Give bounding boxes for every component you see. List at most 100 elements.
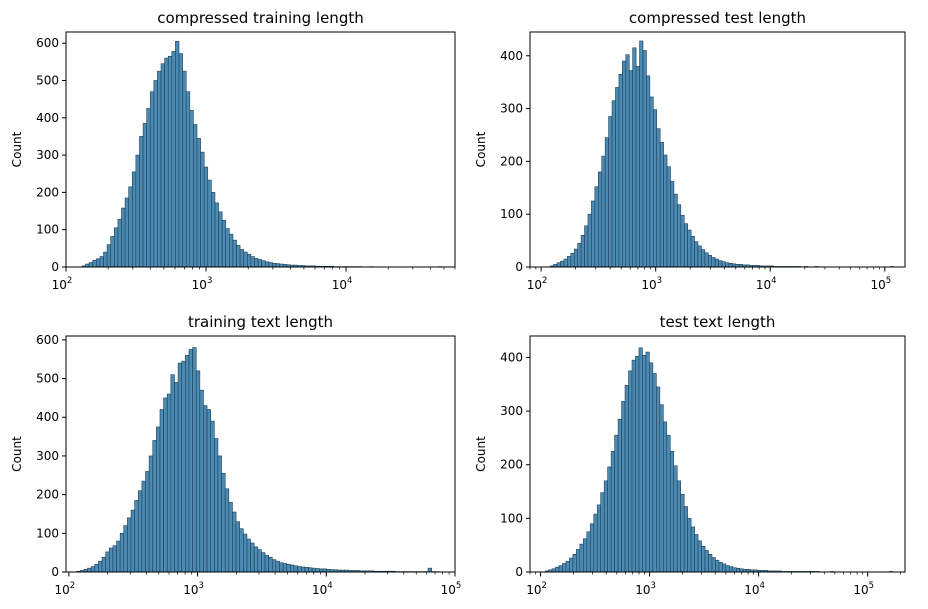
x-tick-label: 103	[183, 581, 204, 597]
y-tick-label: 200	[36, 488, 59, 502]
histogram-bar	[628, 370, 633, 573]
histogram-bar	[570, 252, 575, 268]
histogram-bar	[290, 564, 295, 573]
histogram-bar	[92, 259, 97, 268]
histogram-bar	[232, 239, 237, 268]
histogram-bar	[427, 567, 432, 573]
y-tick-label: 300	[36, 449, 59, 463]
histogram-bar	[583, 538, 588, 573]
x-tick-label: 104	[744, 581, 765, 597]
y-tick-label: 600	[36, 333, 59, 347]
histogram-bar	[680, 214, 685, 268]
y-tick-label: 200	[500, 154, 523, 168]
histogram-bar	[282, 563, 288, 573]
histogram-bar	[718, 562, 723, 573]
histogram-bar	[236, 245, 241, 268]
histogram-bar	[182, 70, 187, 268]
x-tick-label: 103	[192, 276, 213, 292]
histogram-bar	[572, 553, 577, 573]
histogram-bar	[185, 355, 190, 573]
histogram-bar	[625, 54, 630, 268]
histogram-bar	[141, 480, 146, 573]
histogram-bar	[268, 556, 273, 573]
histogram-bar	[704, 252, 709, 268]
histogram-bar	[225, 228, 230, 268]
histogram-bar	[163, 397, 168, 573]
histogram-bar	[711, 257, 716, 268]
histogram-bar	[142, 123, 147, 268]
histogram-bar	[600, 492, 605, 573]
y-tick-label: 500	[36, 372, 59, 386]
histogram-bar	[687, 229, 692, 268]
y-tick-label: 0	[515, 565, 523, 579]
histogram-bar	[134, 500, 139, 573]
histogram-bar	[160, 63, 165, 268]
histogram-bar	[707, 255, 713, 268]
histogram-bar	[106, 244, 112, 268]
histogram-bar	[149, 91, 155, 268]
x-tick-label: 103	[641, 276, 662, 292]
histogram-bar	[157, 70, 162, 268]
histogram-bar	[610, 451, 615, 573]
histogram-bar	[221, 220, 227, 268]
y-tick-label: 100	[36, 223, 59, 237]
histogram-bar	[250, 256, 255, 268]
histogram-bar	[246, 538, 251, 573]
histogram-bar	[159, 409, 164, 573]
y-tick-label: 200	[36, 185, 59, 199]
histogram-bar	[311, 567, 317, 573]
x-tick-label: 105	[853, 581, 874, 597]
histogram-bar	[130, 509, 135, 573]
histogram-bar	[175, 41, 180, 268]
histogram-bar	[725, 262, 730, 268]
histogram-bar	[243, 533, 248, 573]
histogram-bar	[181, 360, 186, 573]
histogram-bar	[286, 563, 291, 573]
histogram-bar	[210, 420, 215, 573]
y-tick-label: 400	[500, 350, 523, 364]
histogram-bar	[224, 488, 230, 573]
x-tick-label: 104	[312, 581, 333, 597]
axes-frame	[529, 31, 906, 268]
histogram-bar	[594, 186, 599, 268]
histogram-bar	[676, 480, 681, 573]
histogram-bar	[145, 471, 150, 573]
y-axis-label: Count	[10, 131, 24, 167]
y-tick-label: 300	[500, 102, 523, 116]
histogram-bar	[729, 566, 734, 573]
histogram-bar	[88, 262, 94, 268]
histogram-bar	[96, 258, 101, 268]
histogram-bar	[139, 136, 144, 268]
y-tick-label: 100	[500, 207, 523, 221]
histogram-bar	[123, 525, 128, 573]
x-tick-label: 102	[526, 581, 547, 597]
histogram-bar	[615, 87, 620, 268]
y-tick-label: 0	[51, 260, 59, 274]
histogram-bar	[156, 426, 161, 573]
histogram-bar	[662, 421, 668, 573]
histogram-bar	[239, 528, 244, 573]
histogram-bar	[728, 262, 733, 268]
x-tick-label: 105	[441, 581, 462, 597]
y-tick-label: 400	[500, 49, 523, 63]
histogram-bar	[275, 560, 280, 573]
subplot-2: compressed test length Count 0 100 200 300 400…	[474, 9, 906, 292]
histogram-bar	[649, 96, 654, 268]
histogram-bar	[721, 261, 726, 268]
histogram-bar	[257, 549, 262, 573]
histogram-bar	[656, 386, 661, 573]
histogram-bar	[646, 75, 651, 268]
histogram-bar	[687, 518, 692, 573]
histogram-bar	[611, 100, 616, 268]
histogram-bar	[631, 359, 636, 573]
histogram-bar	[279, 562, 284, 573]
histogram-bar	[127, 517, 132, 573]
histogram-bar	[642, 50, 647, 268]
histogram-bar	[297, 566, 302, 573]
y-axis-label: Count	[10, 436, 24, 472]
histogram-bar	[105, 551, 110, 573]
histogram-bar	[192, 347, 197, 573]
histogram-bar	[567, 256, 572, 268]
y-tick-label: 100	[36, 526, 59, 540]
histogram-bar	[597, 171, 603, 268]
